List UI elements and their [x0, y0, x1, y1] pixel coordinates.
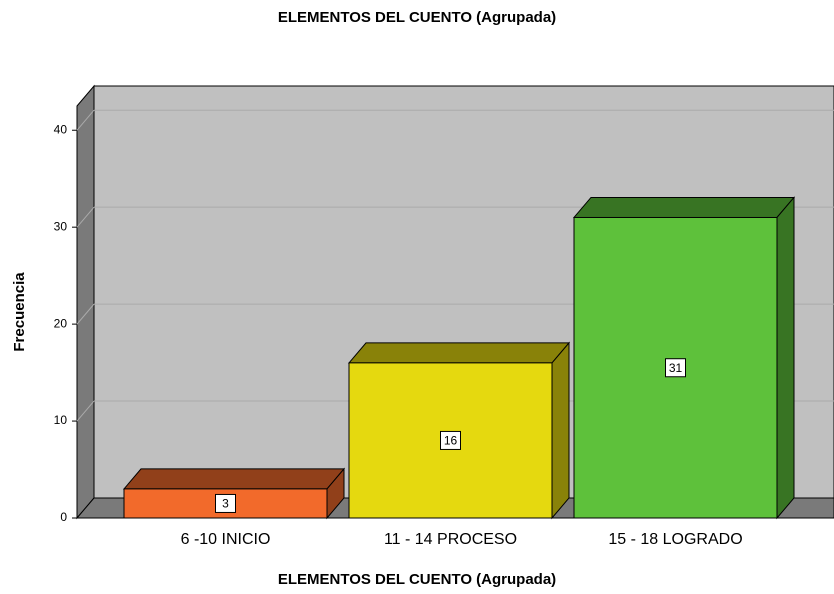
grid-line: [76, 109, 95, 131]
x-tick-label: 15 - 18 LOGRADO: [608, 531, 742, 548]
x-axis-label: ELEMENTOS DEL CUENTO (Agrupada): [278, 571, 556, 588]
y-tick-label: 40: [54, 122, 68, 136]
x-tick-label: 11 - 14 PROCESO: [384, 531, 517, 548]
grid-line: [76, 206, 95, 228]
value-label-box: [440, 430, 461, 450]
value-label: 16: [444, 434, 458, 448]
side-wall: [76, 84, 95, 520]
value-label: 3: [222, 497, 229, 511]
y-tick-label: 10: [54, 413, 68, 427]
bar-side: [551, 341, 570, 520]
bar-top: [122, 468, 346, 490]
bar-top: [347, 342, 571, 364]
y-axis-label: Frecuencia: [11, 272, 28, 352]
value-label-box: [215, 493, 236, 513]
bar-top: [572, 196, 796, 218]
chart-title: ELEMENTOS DEL CUENTO (Agrupada): [278, 9, 556, 26]
y-tick-label: 0: [60, 510, 67, 524]
grid-line: [76, 400, 95, 422]
bar-side: [776, 196, 795, 520]
x-tick-label: 6 -10 INICIO: [181, 531, 271, 548]
y-tick-label: 30: [54, 219, 68, 233]
value-label-box: [665, 358, 686, 378]
y-tick-label: 20: [54, 316, 68, 330]
value-label: 31: [669, 361, 683, 375]
grid-line: [76, 303, 95, 325]
